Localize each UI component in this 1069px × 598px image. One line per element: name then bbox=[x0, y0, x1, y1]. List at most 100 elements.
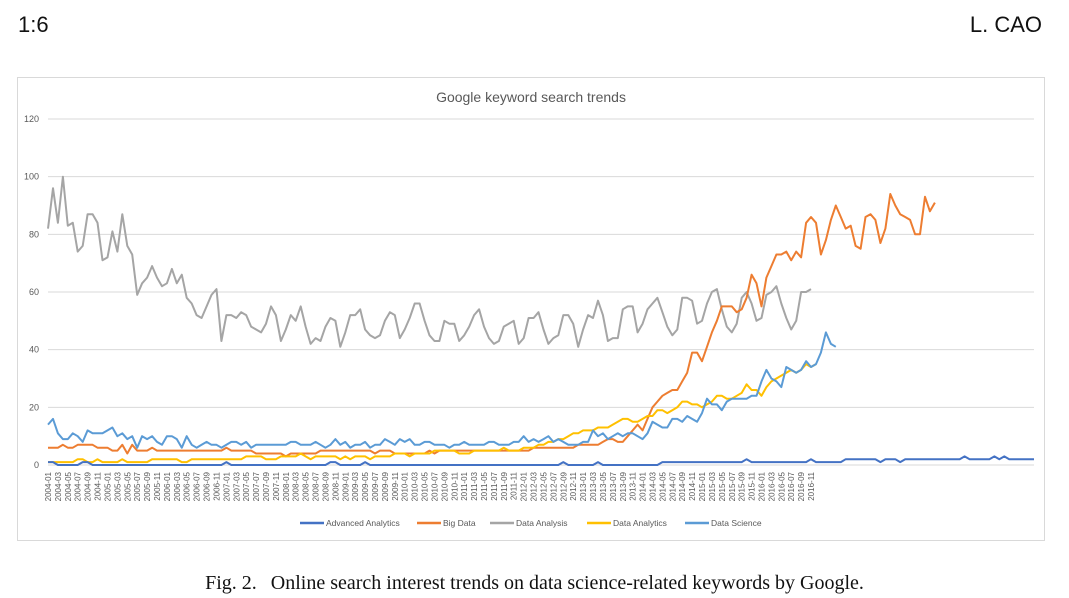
x-tick-label: 2006-09 bbox=[203, 471, 212, 501]
x-tick-label: 2014-09 bbox=[678, 471, 687, 501]
legend-label: Data Analytics bbox=[613, 518, 667, 528]
x-tick-label: 2004-01 bbox=[44, 471, 53, 501]
x-tick-label: 2015-11 bbox=[748, 471, 757, 500]
y-tick-label: 100 bbox=[24, 172, 39, 182]
x-tick-label: 2013-11 bbox=[629, 471, 638, 500]
x-tick-label: 2013-05 bbox=[599, 471, 608, 501]
x-tick-label: 2011-01 bbox=[460, 471, 469, 500]
figure-caption: Fig. 2. Online search interest trends on … bbox=[0, 572, 1069, 595]
x-tick-label: 2004-07 bbox=[74, 471, 83, 501]
x-tick-label: 2004-03 bbox=[54, 471, 63, 501]
legend-label: Data Analysis bbox=[516, 518, 568, 528]
x-tick-label: 2010-09 bbox=[440, 471, 449, 501]
x-tick-label: 2010-01 bbox=[401, 471, 410, 501]
x-tick-label: 2016-09 bbox=[797, 471, 806, 501]
x-tick-label: 2014-05 bbox=[658, 471, 667, 501]
x-tick-label: 2004-05 bbox=[64, 471, 73, 501]
x-tick-label: 2015-01 bbox=[698, 471, 707, 501]
x-tick-label: 2015-07 bbox=[728, 471, 737, 501]
x-tick-label: 2008-07 bbox=[312, 471, 321, 501]
x-tick-label: 2013-01 bbox=[579, 471, 588, 501]
legend: Advanced Analytics Big Data Data Analysis D… bbox=[300, 518, 762, 528]
x-tick-label: 2005-03 bbox=[113, 471, 122, 501]
x-tick-label: 2011-09 bbox=[500, 471, 509, 500]
y-tick-label: 60 bbox=[29, 287, 39, 297]
series-line-data-analysis bbox=[47, 175, 812, 348]
x-tick-label: 2010-11 bbox=[450, 471, 459, 500]
x-tick-label: 2015-09 bbox=[738, 471, 747, 501]
series-line-data-analytics bbox=[48, 363, 817, 464]
y-tick-label: 40 bbox=[29, 345, 39, 355]
x-tick-label: 2012-07 bbox=[549, 471, 558, 501]
x-tick-label: 2005-01 bbox=[103, 471, 112, 501]
legend-label: Data Science bbox=[711, 518, 762, 528]
x-tick-label: 2009-11 bbox=[391, 471, 400, 500]
x-tick-label: 2014-03 bbox=[648, 471, 657, 501]
x-tick-label: 2009-01 bbox=[341, 471, 350, 501]
x-tick-label: 2011-05 bbox=[480, 471, 489, 500]
x-tick-label: 2016-05 bbox=[777, 471, 786, 501]
x-tick-label: 2006-03 bbox=[173, 471, 182, 501]
x-tick-label: 2008-05 bbox=[302, 471, 311, 501]
x-tick-label: 2007-01 bbox=[222, 471, 231, 501]
x-tick-label: 2012-09 bbox=[559, 471, 568, 501]
x-tick-label: 2016-11 bbox=[807, 471, 816, 500]
x-tick-label: 2013-03 bbox=[589, 471, 598, 501]
x-tick-label: 2015-05 bbox=[718, 471, 727, 501]
line-chart: Google keyword search trends 0 20 40 60 80 10… bbox=[24, 89, 1034, 528]
running-header-author: L. CAO bbox=[969, 12, 1042, 37]
legend-label: Advanced Analytics bbox=[326, 518, 400, 528]
x-tick-label: 2006-05 bbox=[183, 471, 192, 501]
series-lines bbox=[47, 175, 1034, 466]
x-tick-label: 2007-07 bbox=[252, 471, 261, 501]
x-tick-label: 2016-03 bbox=[767, 471, 776, 501]
x-tick-label: 2012-03 bbox=[530, 471, 539, 501]
x-tick-label: 2015-03 bbox=[708, 471, 717, 501]
x-tick-label: 2011-03 bbox=[470, 471, 479, 500]
x-tick-label: 2006-01 bbox=[163, 471, 172, 501]
x-tick-label: 2008-11 bbox=[331, 471, 340, 500]
gridlines bbox=[48, 118, 1034, 466]
x-tick-label: 2011-07 bbox=[490, 471, 499, 500]
x-tick-label: 2009-07 bbox=[371, 471, 380, 501]
legend-label: Big Data bbox=[443, 518, 476, 528]
x-tick-label: 2011-11 bbox=[510, 471, 519, 500]
x-tick-label: 2006-11 bbox=[212, 471, 221, 500]
x-tick-label: 2016-07 bbox=[787, 471, 796, 501]
x-tick-label: 2008-03 bbox=[292, 471, 301, 501]
x-tick-label: 2007-09 bbox=[262, 471, 271, 501]
x-tick-label: 2010-05 bbox=[421, 471, 430, 501]
x-tick-label: 2014-01 bbox=[639, 471, 648, 501]
x-tick-label: 2007-11 bbox=[272, 471, 281, 500]
x-tick-label: 2014-11 bbox=[688, 471, 697, 500]
x-tick-label: 2004-09 bbox=[84, 471, 93, 501]
x-tick-label: 2016-01 bbox=[757, 471, 766, 501]
y-tick-label: 80 bbox=[29, 229, 39, 239]
chart-frame: Google keyword search trends 0 20 40 60 80 10… bbox=[17, 77, 1045, 541]
x-tick-label: 2010-07 bbox=[430, 471, 439, 501]
series-line-advanced-analytics bbox=[48, 455, 1034, 466]
y-axis-ticks: 0 20 40 60 80 100 120 bbox=[24, 114, 39, 470]
x-tick-label: 2014-07 bbox=[668, 471, 677, 501]
x-tick-label: 2012-01 bbox=[520, 471, 529, 501]
x-tick-label: 2006-07 bbox=[193, 471, 202, 501]
x-tick-label: 2010-03 bbox=[411, 471, 420, 501]
x-tick-label: 2008-09 bbox=[321, 471, 330, 501]
caption-label: Fig. 2. bbox=[205, 572, 257, 594]
x-tick-label: 2007-03 bbox=[232, 471, 241, 501]
x-tick-label: 2005-05 bbox=[123, 471, 132, 501]
x-tick-label: 2009-09 bbox=[381, 471, 390, 501]
x-tick-label: 2013-09 bbox=[619, 471, 628, 501]
x-tick-label: 2009-05 bbox=[361, 471, 370, 501]
x-tick-label: 2012-11 bbox=[569, 471, 578, 500]
page-number: 1:6 bbox=[18, 12, 49, 37]
x-tick-label: 2009-03 bbox=[351, 471, 360, 501]
x-tick-label: 2013-07 bbox=[609, 471, 618, 501]
series-line-data-science bbox=[47, 331, 837, 449]
x-tick-label: 2005-07 bbox=[133, 471, 142, 501]
y-tick-label: 0 bbox=[34, 460, 39, 470]
x-tick-label: 2008-01 bbox=[282, 471, 291, 501]
chart-title: Google keyword search trends bbox=[436, 89, 626, 105]
x-tick-label: 2007-05 bbox=[242, 471, 251, 501]
x-tick-label: 2012-05 bbox=[539, 471, 548, 501]
